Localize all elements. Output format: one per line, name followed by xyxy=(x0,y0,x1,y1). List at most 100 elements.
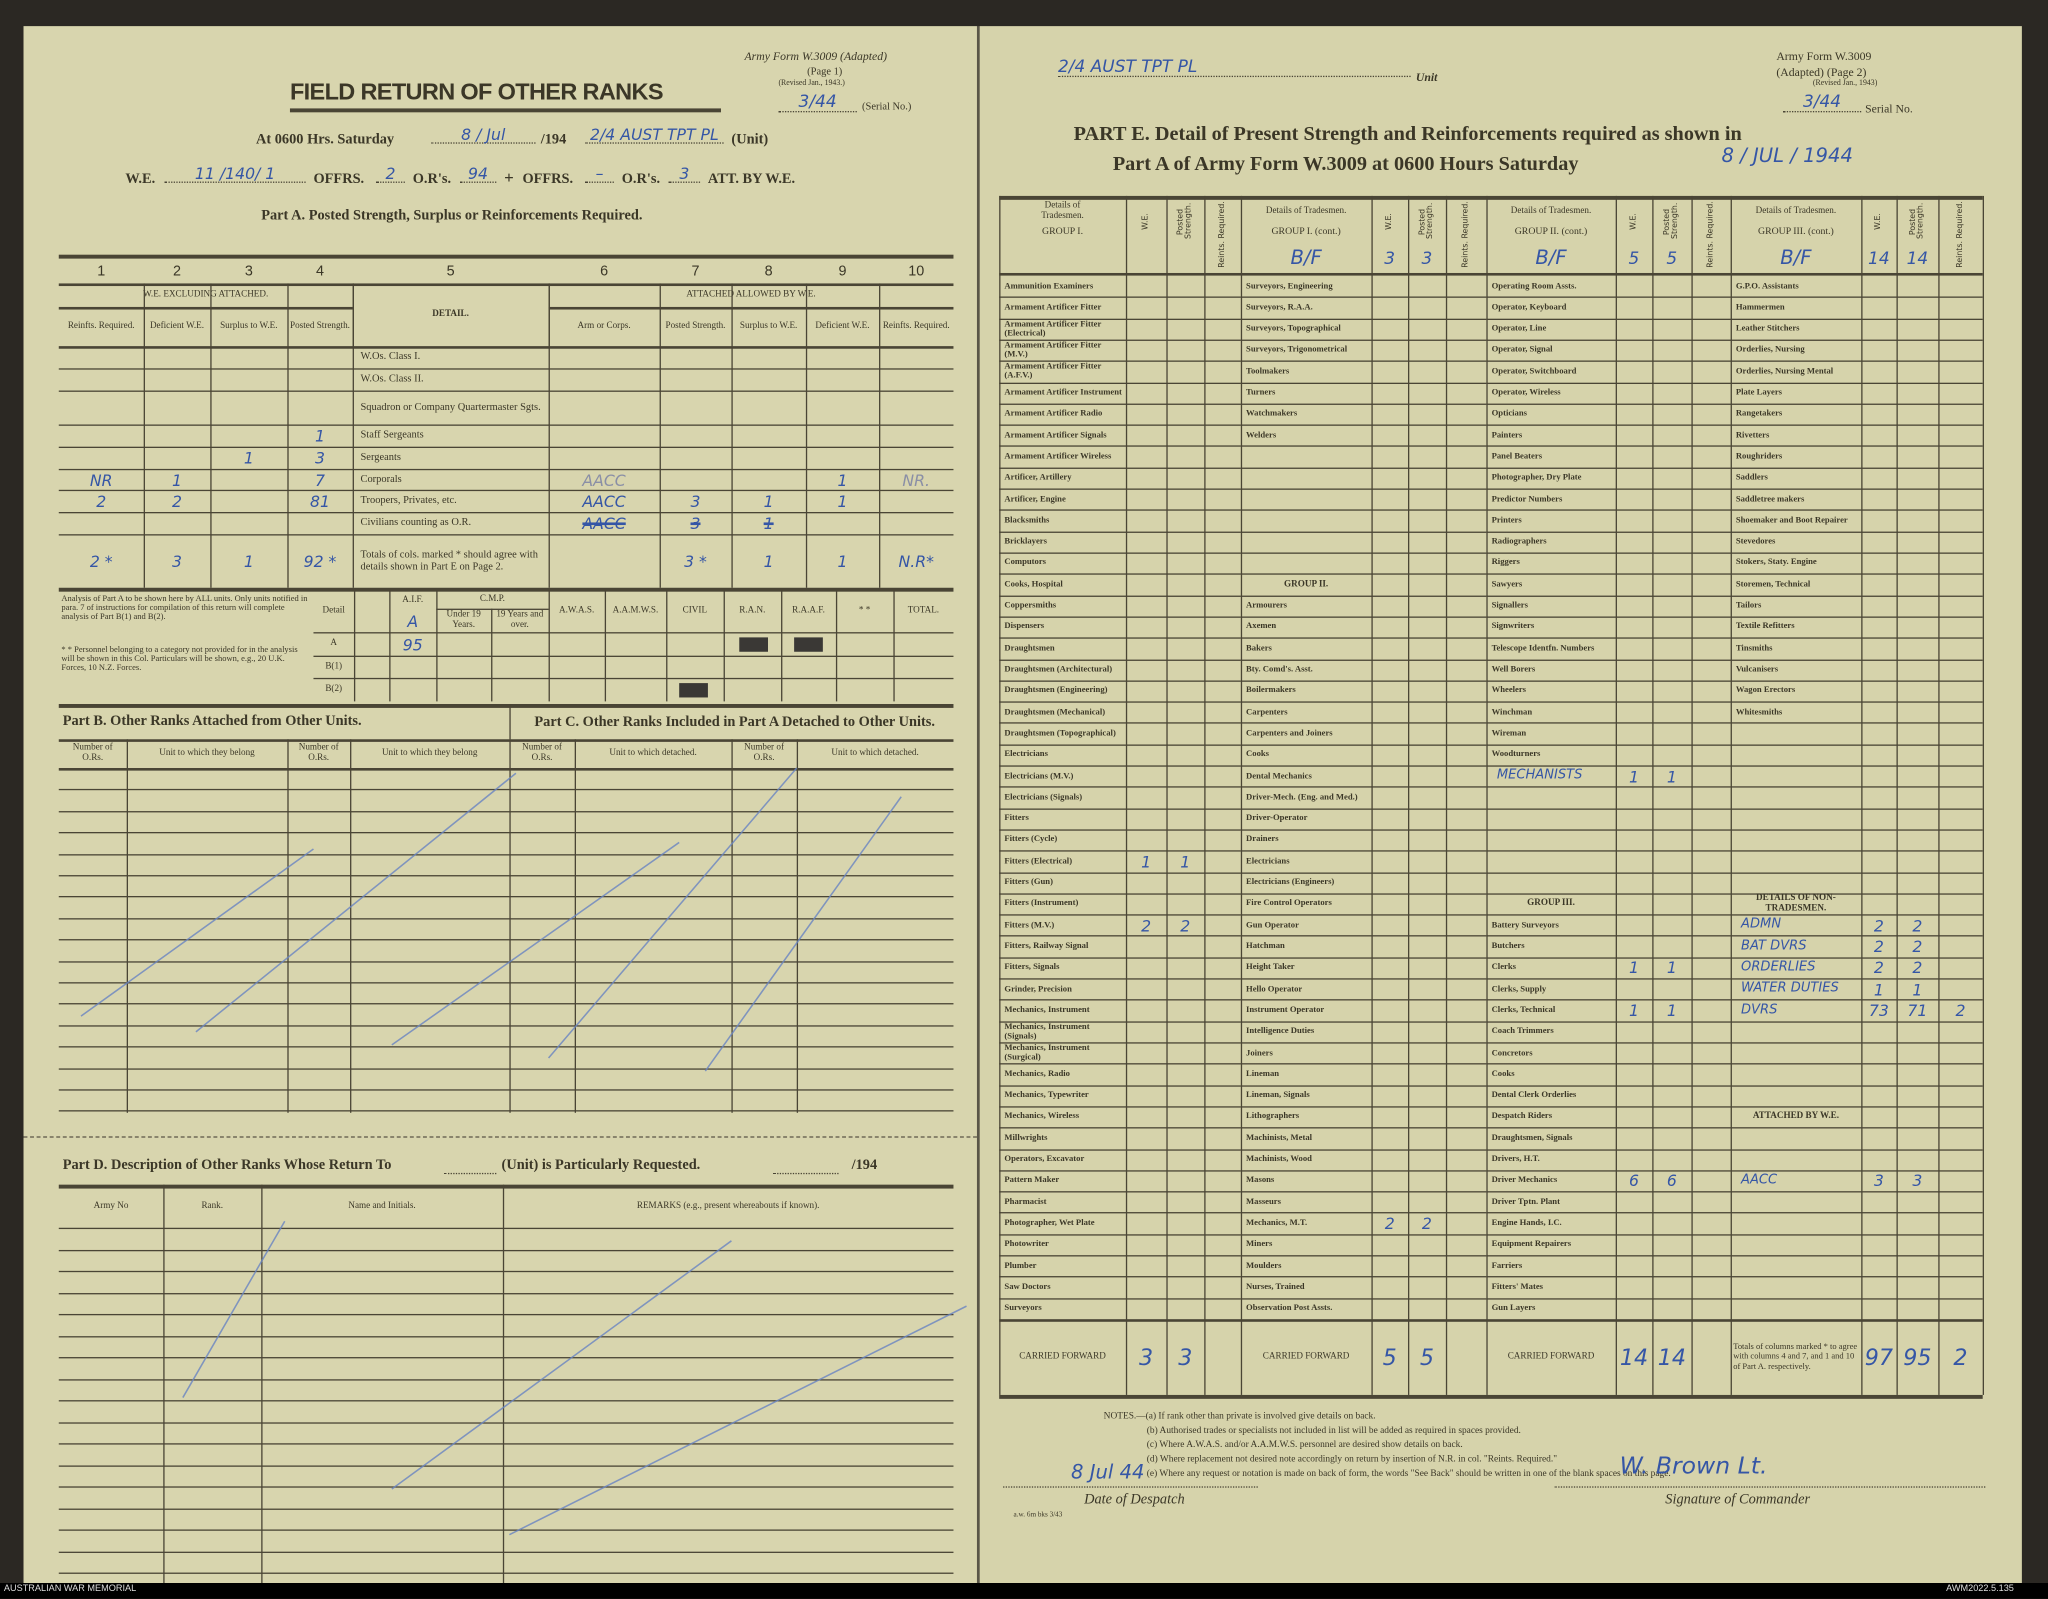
cmp-under-19-header: Under 19 Years. xyxy=(446,609,481,630)
we-header-label: W.E. xyxy=(1140,212,1151,230)
trade-count xyxy=(1861,788,1896,808)
trade-name xyxy=(1241,467,1372,488)
serial-label: Serial No. xyxy=(1865,101,1913,115)
trade-count xyxy=(1446,852,1486,872)
trade-count xyxy=(1616,447,1653,467)
trade-count xyxy=(1861,703,1896,723)
trade-count xyxy=(1371,852,1408,872)
trade-name: Mechanics, M.T. xyxy=(1246,1218,1308,1228)
rule-line xyxy=(58,346,954,349)
part-a-value xyxy=(731,392,805,425)
carried-forward-we: 97 xyxy=(1864,1344,1893,1371)
trade-name: Engine Hands, I.C. xyxy=(1491,1218,1562,1228)
trade-name: WATER DUTIES xyxy=(1741,981,1839,996)
unit-name: 2/4 AUST TPT PL xyxy=(585,127,724,144)
trade-count xyxy=(1446,383,1486,403)
trade-count xyxy=(1126,1129,1166,1149)
part-a-value: AACC xyxy=(582,470,626,490)
posted-strength-header-label: Posted Strength. xyxy=(1417,203,1435,240)
rule-line xyxy=(58,534,954,536)
trade-name: Radiographers xyxy=(1491,537,1547,547)
trade-count xyxy=(1691,1150,1730,1170)
part-a-column-header: Arm or Corps. xyxy=(577,320,631,331)
posted-strength-header-label: Posted Strength. xyxy=(1176,203,1194,240)
rule-line xyxy=(1240,1042,1487,1044)
trade-name: Machinists, Metal xyxy=(1246,1133,1313,1143)
trade-count xyxy=(1166,1001,1204,1021)
reints-required-header-label: Reints. Required. xyxy=(1955,201,1965,268)
analysis-aif-value xyxy=(389,679,436,701)
trade-count xyxy=(1861,277,1896,297)
trade-name: Wagon Erectors xyxy=(1735,686,1796,696)
despatch-date: 8 Jul 44 xyxy=(1071,1460,1145,1484)
rule-line xyxy=(58,1507,954,1510)
part-a-value xyxy=(144,392,211,425)
trade-count xyxy=(1938,660,1982,680)
trade-count xyxy=(1861,809,1896,829)
trade-count xyxy=(1446,1001,1486,1021)
trade-count xyxy=(1126,405,1166,425)
rule-line xyxy=(1730,999,1983,1002)
trade-count xyxy=(1616,639,1653,659)
trade-count xyxy=(1408,532,1446,552)
trade-count xyxy=(1204,1214,1241,1234)
trade-count xyxy=(1446,1193,1486,1213)
trade-count xyxy=(1616,1235,1653,1255)
trade-name: Millwrights xyxy=(1004,1133,1048,1143)
trade-count xyxy=(1371,682,1408,702)
rule-line xyxy=(353,590,356,702)
trade-count xyxy=(1126,1299,1166,1319)
trade-count xyxy=(1166,639,1204,659)
rule-line xyxy=(1240,1084,1487,1087)
trade-count xyxy=(1938,1150,1982,1170)
trade-count: 2 xyxy=(1873,959,1884,978)
rule-line xyxy=(1486,722,1731,725)
trade-count xyxy=(1616,362,1653,382)
rule-line xyxy=(58,1249,954,1251)
trade-count xyxy=(1371,532,1408,552)
trade-count xyxy=(1896,469,1938,489)
trade-count xyxy=(1938,341,1982,361)
trade-count xyxy=(1938,788,1982,808)
trade-count xyxy=(1896,873,1938,893)
part-a-value xyxy=(287,370,352,391)
carried-forward-reints xyxy=(1446,1322,1486,1395)
rule-line xyxy=(1240,552,1487,554)
group-header: GROUP I. xyxy=(1042,225,1084,237)
part-b-title: Part B. Other Ranks Attached from Other … xyxy=(62,713,362,729)
rule-line xyxy=(58,306,353,310)
trade-count xyxy=(1166,341,1204,361)
rule-line xyxy=(1486,637,1731,639)
rule-line xyxy=(58,739,954,742)
rule-line xyxy=(1486,1233,1731,1236)
trade-count xyxy=(1371,958,1408,978)
trade-count xyxy=(1861,682,1896,702)
rule-line xyxy=(999,403,1241,405)
trade-count xyxy=(1446,490,1486,510)
rule-line xyxy=(1486,424,1731,426)
rule-line xyxy=(1486,701,1731,703)
trade-count xyxy=(1371,575,1408,595)
trade-count xyxy=(1896,852,1938,872)
trade-count xyxy=(1166,809,1204,829)
trade-count xyxy=(1616,469,1653,489)
trade-count xyxy=(1861,660,1896,680)
rule-line xyxy=(1240,957,1487,959)
trade-name: Rangetakers xyxy=(1735,409,1783,419)
trade-count xyxy=(1616,873,1653,893)
rule-line xyxy=(1730,424,1983,426)
rule-line xyxy=(58,390,954,392)
trade-count xyxy=(1938,1171,1982,1191)
trade-count xyxy=(1652,405,1691,425)
trade-count xyxy=(1652,852,1691,872)
trade-count xyxy=(1691,426,1730,446)
trade-count xyxy=(1408,1044,1446,1064)
trade-count xyxy=(1616,788,1653,808)
trade-count xyxy=(1204,1150,1241,1170)
rule-line xyxy=(1486,808,1731,810)
trade-count: 1 xyxy=(1628,959,1639,978)
rule-line xyxy=(999,999,1241,1002)
rule-line xyxy=(893,590,895,702)
trade-count xyxy=(1204,1065,1241,1085)
trade-count: 73 xyxy=(1868,1001,1889,1021)
